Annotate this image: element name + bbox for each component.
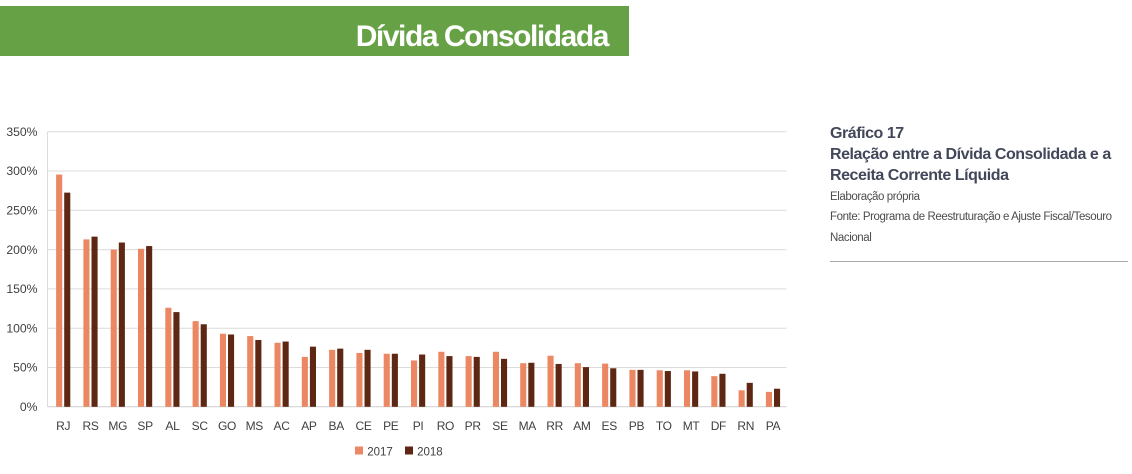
svg-text:AL: AL (165, 419, 180, 433)
svg-text:150%: 150% (6, 282, 37, 296)
svg-text:RN: RN (737, 419, 754, 433)
svg-text:TO: TO (656, 419, 672, 433)
svg-text:BA: BA (328, 419, 344, 433)
svg-text:100%: 100% (6, 321, 37, 335)
svg-text:200%: 200% (6, 243, 37, 257)
svg-text:PI: PI (413, 419, 424, 433)
svg-text:CE: CE (355, 419, 371, 433)
svg-text:250%: 250% (6, 204, 37, 218)
svg-text:AM: AM (573, 419, 591, 433)
svg-text:SE: SE (492, 419, 508, 433)
svg-text:SP: SP (137, 419, 153, 433)
svg-text:350%: 350% (6, 125, 37, 139)
svg-text:0%: 0% (20, 400, 38, 414)
svg-text:SC: SC (192, 419, 209, 433)
svg-text:DF: DF (711, 419, 726, 433)
svg-text:300%: 300% (6, 164, 37, 178)
svg-text:2017: 2017 (367, 446, 393, 458)
svg-text:RR: RR (546, 419, 563, 433)
svg-text:PR: PR (465, 419, 482, 433)
svg-text:AP: AP (301, 419, 317, 433)
svg-text:PA: PA (766, 419, 781, 433)
svg-text:MA: MA (519, 419, 537, 433)
svg-text:ES: ES (601, 419, 617, 433)
svg-text:MG: MG (108, 419, 127, 433)
svg-text:RJ: RJ (56, 419, 70, 433)
svg-text:GO: GO (218, 419, 236, 433)
svg-text:RS: RS (82, 419, 98, 433)
svg-text:MS: MS (246, 419, 264, 433)
svg-text:PE: PE (383, 419, 399, 433)
svg-text:AC: AC (274, 419, 291, 433)
svg-text:MT: MT (683, 419, 701, 433)
svg-text:RO: RO (437, 419, 454, 433)
svg-text:2018: 2018 (417, 446, 443, 458)
svg-text:PB: PB (629, 419, 645, 433)
svg-text:50%: 50% (13, 361, 38, 375)
